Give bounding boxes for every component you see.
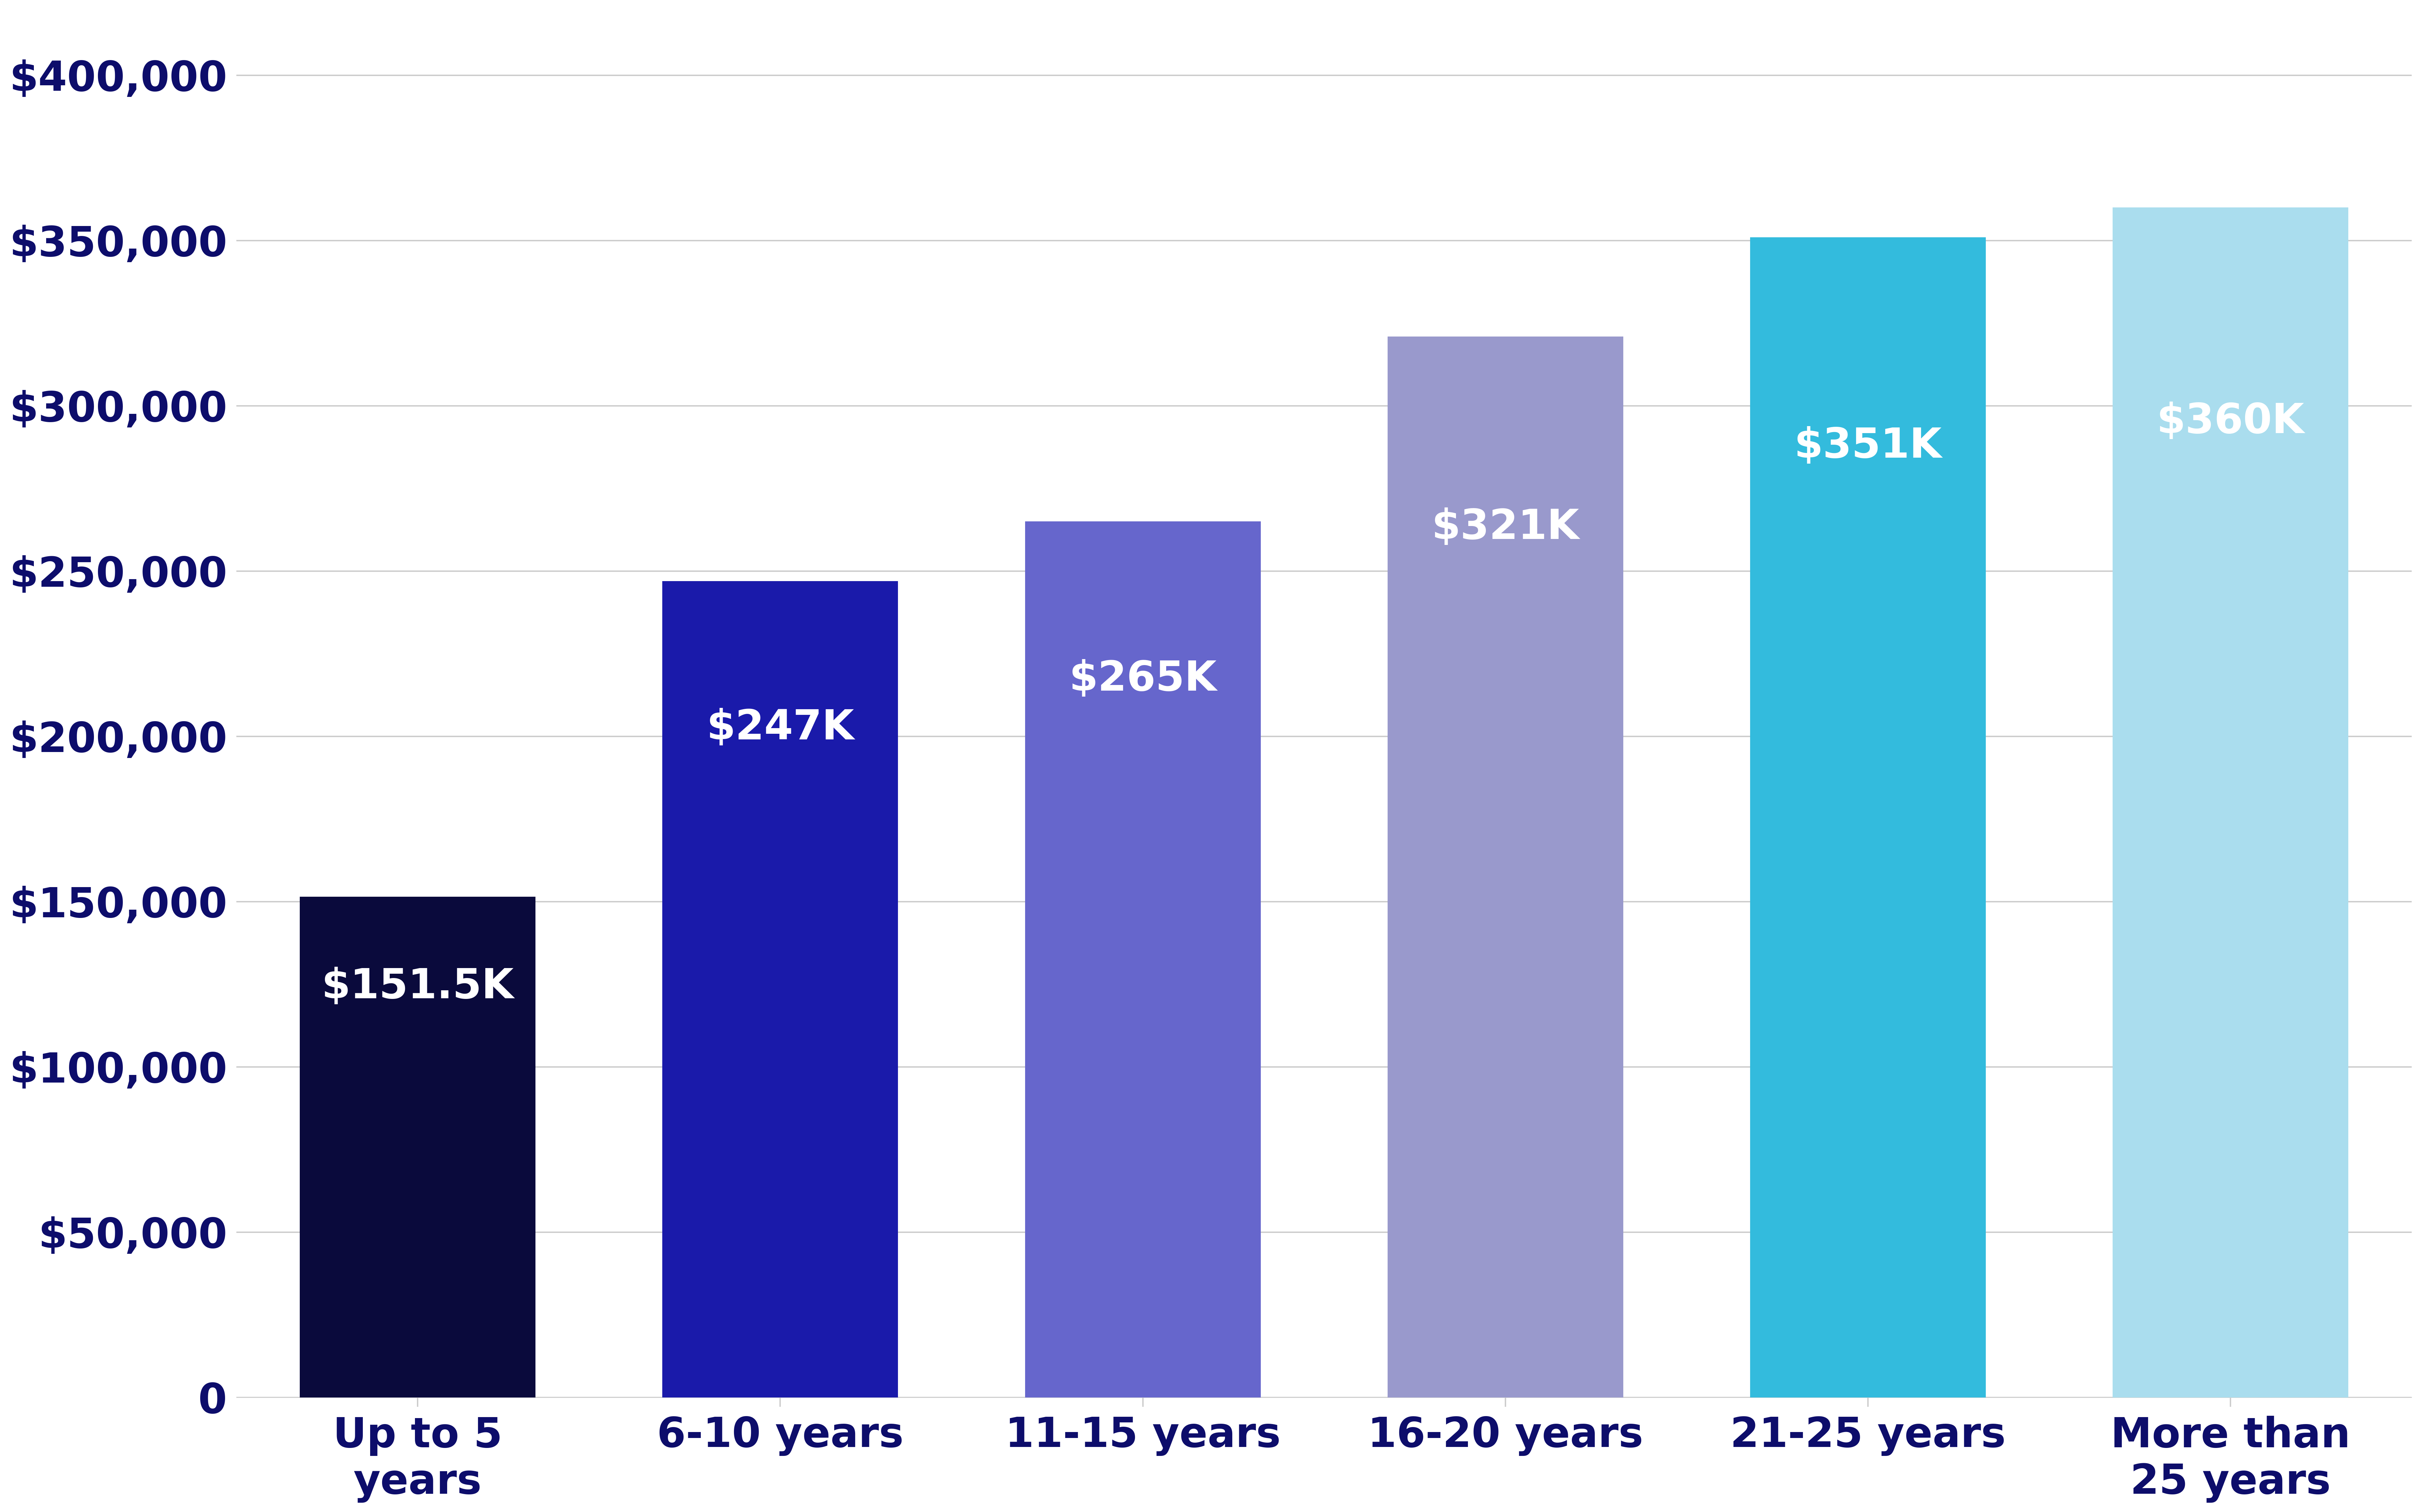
Text: $265K: $265K	[1070, 659, 1218, 699]
Bar	[663, 581, 898, 1397]
Bar	[1387, 337, 1622, 1397]
Text: $321K: $321K	[1431, 508, 1578, 547]
Bar	[1024, 522, 1261, 1397]
Text: $351K: $351K	[1794, 426, 1942, 466]
Text: $247K: $247K	[707, 708, 855, 748]
Bar	[300, 897, 535, 1397]
Bar	[1750, 237, 1985, 1397]
Bar	[2114, 207, 2348, 1397]
Text: $360K: $360K	[2157, 402, 2305, 442]
Text: $151.5K: $151.5K	[322, 966, 513, 1007]
